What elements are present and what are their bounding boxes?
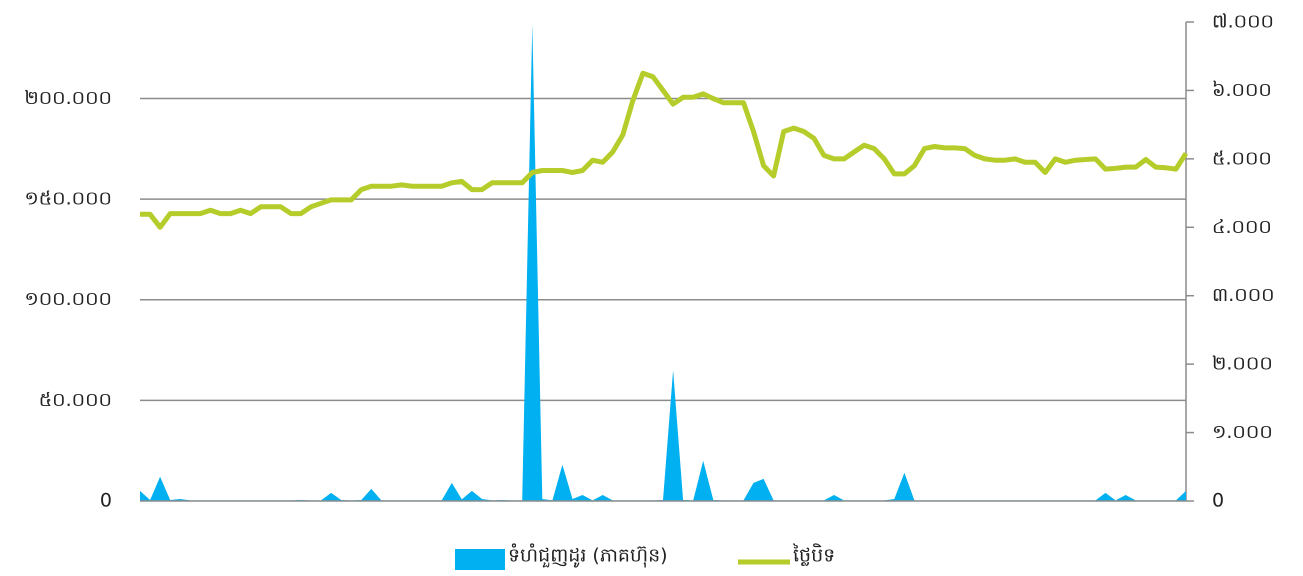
y-tick-label: ៥០.០០០ [39, 389, 112, 411]
y2-tick-label: ៧.០០០ [1212, 11, 1274, 33]
y-tick-label: 0 [100, 490, 112, 512]
legend-swatch [455, 549, 505, 570]
legend-label: ទំហំជួញដូរ (ភាគហ៊ុន) [508, 543, 668, 569]
y2-tick-label: ១.០០០ [1212, 421, 1273, 443]
y2-tick-label: ៦.០០០ [1212, 79, 1272, 101]
legend-label: ថ្លៃបិទ [792, 543, 835, 567]
y2-tick-label: ២.០០០ [1212, 353, 1273, 375]
y-tick-label: ២០០.០០០ [24, 87, 112, 109]
y2-tick-label: ៤.០០០ [1212, 216, 1272, 238]
y2-tick-label: ៥.០០០ [1212, 147, 1272, 169]
volume-area [140, 24, 1186, 501]
y2-tick-label: 0 [1212, 490, 1224, 512]
y-tick-label: ១៥០.០០០ [24, 188, 112, 210]
y2-tick-label: ៣.០០០ [1212, 284, 1275, 306]
price-line [140, 70, 1189, 230]
y-tick-label: ១០០.០០០ [24, 288, 112, 310]
